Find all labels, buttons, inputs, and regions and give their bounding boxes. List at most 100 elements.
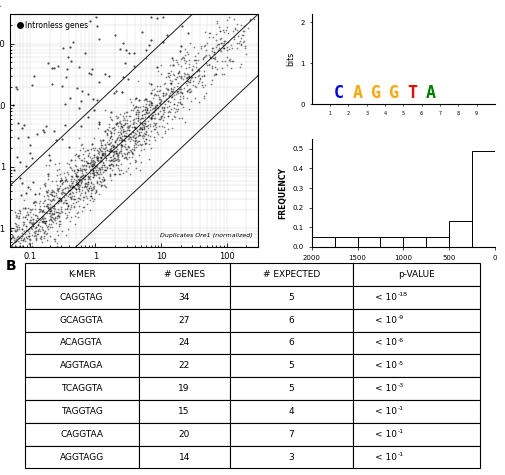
Point — [141, 104, 149, 111]
Point — [137, 159, 145, 166]
Point — [117, 149, 125, 157]
Point — [161, 97, 169, 104]
Point — [174, 105, 182, 113]
Point — [164, 112, 172, 120]
Point — [250, 15, 258, 23]
Point — [164, 97, 172, 105]
Point — [183, 87, 191, 95]
Point — [72, 150, 80, 158]
Point — [56, 171, 64, 178]
Point — [67, 175, 75, 183]
Point — [71, 184, 79, 192]
Point — [58, 180, 66, 188]
Bar — [353, 400, 480, 423]
Point — [17, 175, 25, 182]
Point — [86, 160, 94, 167]
Point — [101, 147, 109, 155]
Point — [0, 279, 2, 287]
Point — [124, 124, 132, 132]
Point — [61, 209, 69, 217]
Point — [143, 124, 152, 132]
Point — [126, 147, 134, 154]
Point — [116, 119, 124, 126]
Point — [202, 60, 210, 67]
Point — [75, 185, 83, 192]
Point — [76, 173, 84, 180]
Point — [131, 133, 139, 141]
Point — [26, 236, 34, 244]
Point — [27, 219, 35, 227]
Point — [132, 126, 140, 133]
Point — [126, 112, 134, 120]
Point — [180, 54, 188, 62]
Point — [260, 0, 268, 1]
Point — [14, 255, 22, 262]
Point — [185, 85, 193, 92]
Point — [177, 72, 185, 79]
Point — [89, 197, 97, 205]
Point — [126, 117, 134, 124]
Point — [0, 270, 2, 277]
Point — [66, 186, 74, 193]
Point — [134, 116, 142, 124]
Point — [136, 123, 144, 131]
Point — [221, 37, 229, 45]
Point — [159, 89, 167, 97]
Point — [217, 47, 225, 55]
Point — [130, 118, 138, 125]
Point — [55, 197, 63, 205]
Point — [158, 96, 166, 104]
Point — [117, 167, 125, 174]
Point — [219, 45, 227, 52]
Point — [132, 164, 140, 171]
Point — [55, 195, 63, 202]
Point — [103, 146, 111, 153]
Point — [0, 211, 4, 218]
Point — [122, 132, 130, 140]
Point — [156, 100, 164, 108]
Point — [230, 15, 238, 23]
Point — [143, 106, 151, 114]
Point — [3, 222, 11, 230]
Point — [124, 122, 132, 129]
Point — [145, 108, 153, 115]
Point — [15, 120, 23, 127]
Point — [134, 142, 142, 149]
Point — [181, 59, 189, 67]
Point — [121, 120, 129, 127]
Point — [32, 223, 40, 230]
Point — [48, 205, 57, 212]
Point — [35, 225, 43, 233]
Point — [177, 62, 185, 70]
Point — [61, 197, 69, 204]
Point — [201, 41, 209, 49]
Point — [137, 112, 145, 119]
Point — [151, 122, 159, 129]
Text: < 10: < 10 — [375, 361, 397, 370]
Bar — [353, 332, 480, 354]
Point — [7, 226, 15, 233]
Point — [51, 213, 59, 221]
Point — [216, 46, 224, 54]
Point — [82, 168, 90, 176]
Point — [112, 149, 120, 157]
Point — [117, 141, 125, 148]
Point — [48, 189, 56, 196]
Text: # EXPECTED: # EXPECTED — [263, 270, 320, 279]
Point — [94, 157, 103, 165]
Point — [53, 184, 61, 192]
Point — [120, 109, 128, 116]
Point — [75, 152, 83, 159]
Point — [20, 122, 28, 129]
Point — [120, 154, 128, 162]
Point — [93, 146, 101, 154]
Point — [70, 167, 78, 174]
Point — [87, 187, 95, 194]
Point — [107, 138, 115, 145]
Point — [70, 195, 78, 203]
Text: CAGGTAG: CAGGTAG — [60, 293, 104, 302]
Point — [3, 266, 11, 274]
Point — [1, 237, 9, 244]
Point — [132, 142, 140, 150]
Point — [183, 0, 191, 4]
